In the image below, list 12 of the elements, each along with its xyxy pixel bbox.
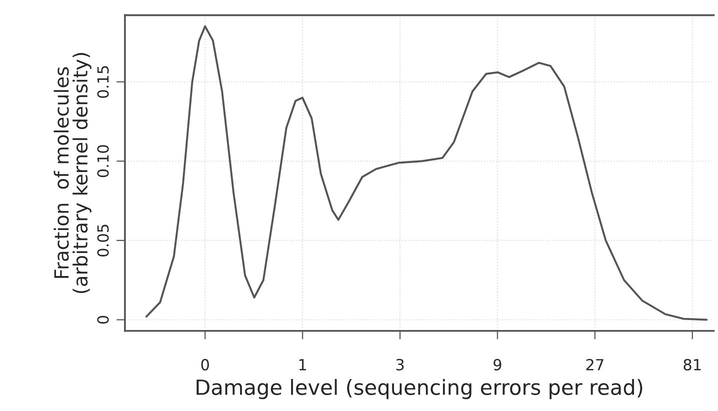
y-tick-label: 0.15 <box>97 66 109 98</box>
x-tick-label: 0 <box>201 358 209 370</box>
y-tick-label: 0.10 <box>97 145 109 178</box>
y-tick-label: 0.05 <box>97 224 109 256</box>
x-tick-label: 1 <box>299 359 306 370</box>
x-axis-title: Damage level (sequencing errors per read) <box>196 378 642 400</box>
y-tick-label: 0 <box>97 316 109 324</box>
x-tick-label: 3 <box>396 358 404 370</box>
y-axis-title: Fraction of molecules (arbitrary kernel density) <box>54 53 92 294</box>
x-tick-label: 81 <box>684 358 701 370</box>
x-tick-label: 9 <box>494 358 502 370</box>
x-tick-label: 27 <box>586 358 604 370</box>
